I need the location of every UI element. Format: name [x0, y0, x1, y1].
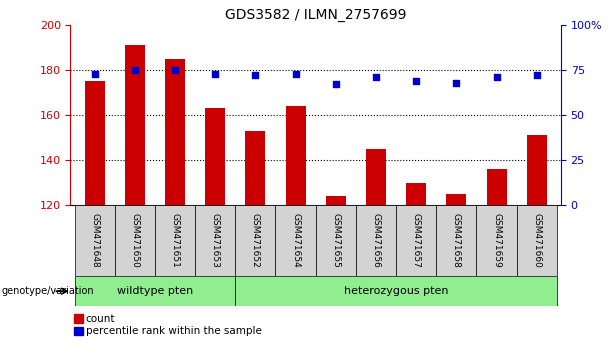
- Bar: [245, 131, 265, 205]
- Text: GSM471658: GSM471658: [452, 213, 461, 268]
- Bar: [275, 205, 316, 276]
- Bar: [396, 205, 436, 276]
- Text: GSM471657: GSM471657: [412, 213, 421, 268]
- Bar: [446, 194, 466, 205]
- Text: GSM471659: GSM471659: [492, 213, 501, 268]
- Point: [371, 74, 381, 80]
- Text: GSM471656: GSM471656: [371, 213, 381, 268]
- Text: wildtype pten: wildtype pten: [117, 286, 193, 296]
- Bar: [527, 135, 547, 205]
- Text: count: count: [86, 314, 115, 324]
- Point: [210, 71, 220, 76]
- Bar: [74, 327, 83, 335]
- Text: GSM471655: GSM471655: [331, 213, 340, 268]
- Bar: [476, 205, 517, 276]
- Point: [532, 73, 542, 78]
- Text: GSM471648: GSM471648: [90, 213, 99, 268]
- Bar: [316, 205, 356, 276]
- Text: GSM471651: GSM471651: [170, 213, 180, 268]
- Bar: [366, 149, 386, 205]
- Text: GSM471650: GSM471650: [131, 213, 139, 268]
- Bar: [286, 106, 306, 205]
- Point: [411, 78, 421, 84]
- Text: GSM471660: GSM471660: [532, 213, 541, 268]
- Point: [492, 74, 501, 80]
- Text: GSM471654: GSM471654: [291, 213, 300, 268]
- Point: [331, 81, 341, 87]
- Bar: [326, 196, 346, 205]
- Point: [452, 80, 462, 85]
- Bar: [125, 45, 145, 205]
- Bar: [205, 108, 225, 205]
- Point: [170, 67, 180, 73]
- Text: GSM471653: GSM471653: [211, 213, 219, 268]
- Bar: [356, 205, 396, 276]
- Bar: [155, 205, 195, 276]
- Bar: [74, 314, 83, 323]
- Text: heterozygous pten: heterozygous pten: [344, 286, 448, 296]
- Point: [130, 67, 140, 73]
- Bar: [235, 205, 275, 276]
- Bar: [115, 205, 155, 276]
- Bar: [517, 205, 557, 276]
- Point: [89, 71, 99, 76]
- Title: GDS3582 / ILMN_2757699: GDS3582 / ILMN_2757699: [225, 8, 406, 22]
- Bar: [406, 183, 426, 205]
- Point: [251, 73, 261, 78]
- Bar: [235, 276, 557, 306]
- Bar: [436, 205, 476, 276]
- Text: GSM471652: GSM471652: [251, 213, 260, 268]
- Bar: [487, 169, 506, 205]
- Bar: [75, 205, 115, 276]
- Point: [291, 71, 300, 76]
- Bar: [195, 205, 235, 276]
- Text: genotype/variation: genotype/variation: [1, 286, 94, 296]
- Bar: [85, 81, 105, 205]
- Bar: [75, 276, 235, 306]
- Bar: [165, 59, 185, 205]
- Text: percentile rank within the sample: percentile rank within the sample: [86, 326, 262, 336]
